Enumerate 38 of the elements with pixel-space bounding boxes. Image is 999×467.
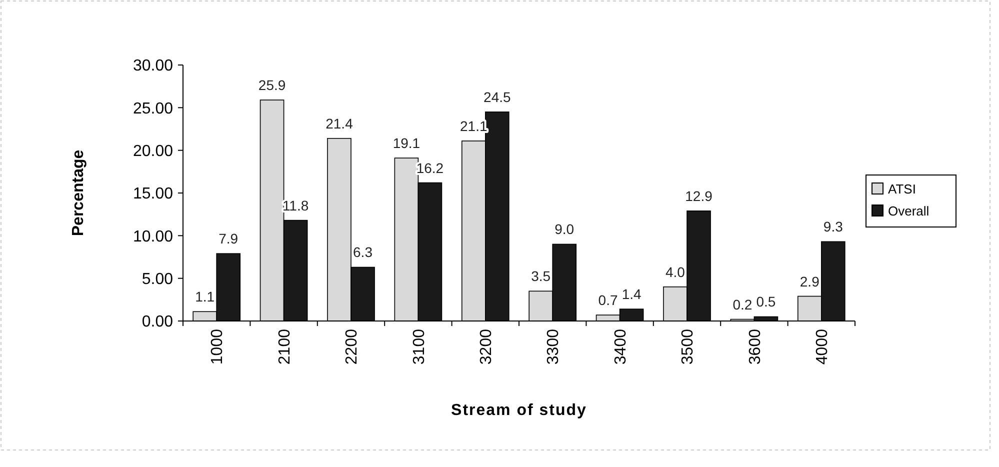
data-label: 6.3 — [353, 244, 373, 260]
data-label: 7.9 — [218, 230, 238, 247]
y-tick-label: 10.00 — [132, 228, 174, 246]
x-tick-label: 3100 — [410, 328, 428, 365]
x-tick-label: 4000 — [814, 328, 831, 365]
x-tick-label: 3400 — [612, 328, 630, 365]
data-label: 2.9 — [800, 273, 820, 290]
x-tick-label: 3600 — [746, 328, 764, 365]
x-tick-label: 3500 — [680, 328, 697, 365]
data-label: 12.9 — [685, 188, 713, 204]
y-tick-label: 20.00 — [132, 142, 174, 160]
data-label: 21.4 — [326, 115, 354, 132]
data-label: 19.1 — [392, 135, 420, 152]
y-tick-label: 5.00 — [142, 270, 174, 288]
x-axis-title: Stream of study — [451, 402, 587, 419]
y-tick-label: 15.00 — [132, 186, 174, 203]
y-axis-title: Percentage — [70, 150, 87, 236]
data-label: 9.3 — [823, 218, 844, 235]
data-label: 4.0 — [666, 264, 686, 280]
data-label: 0.5 — [756, 294, 776, 310]
data-label: 3.5 — [531, 268, 551, 284]
data-label: 25.9 — [258, 76, 286, 93]
legend-label: ATSI — [888, 182, 916, 197]
x-tick-label: 3200 — [478, 328, 495, 365]
data-label: 24.5 — [484, 88, 511, 105]
data-label: 1.4 — [622, 286, 642, 302]
data-label: 1.1 — [195, 288, 215, 305]
data-label: 9.0 — [554, 221, 574, 238]
y-tick-label: 30.00 — [132, 58, 174, 75]
y-tick-label: 0.00 — [142, 314, 174, 331]
data-label: 0.7 — [598, 292, 618, 308]
y-tick-label: 25.00 — [132, 100, 174, 118]
x-tick-label: 2100 — [276, 328, 294, 365]
legend-label: Overall — [888, 204, 930, 219]
x-tick-label: 3300 — [545, 328, 562, 365]
data-label: 0.2 — [732, 296, 752, 312]
x-tick-label: 1000 — [209, 328, 226, 365]
x-tick-label: 2200 — [344, 328, 361, 365]
